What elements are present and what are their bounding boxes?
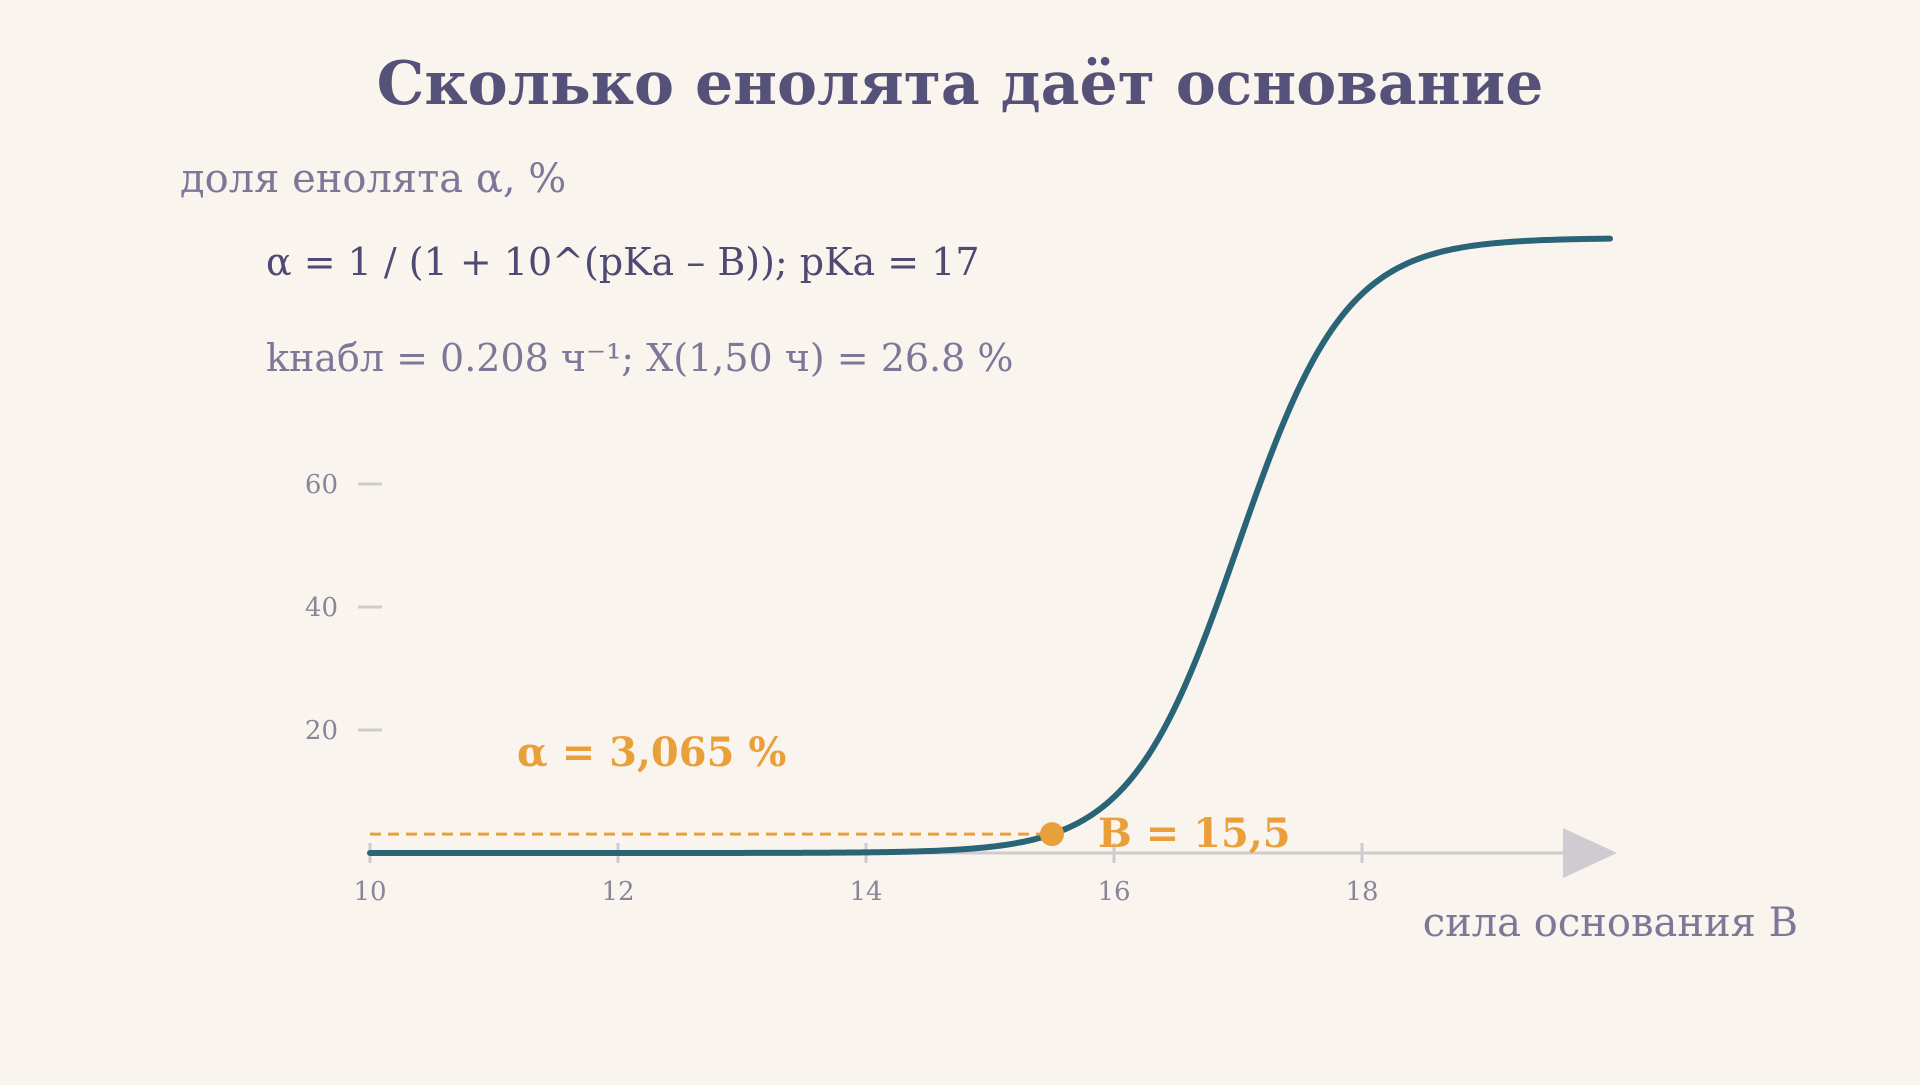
- axes: [368, 300, 1617, 878]
- x-axis-label: сила основания B: [1423, 900, 1798, 946]
- x-tick-label: 16: [1097, 877, 1130, 907]
- y-tick-label: 40: [305, 593, 338, 623]
- sigmoid-curve: [367, 235, 1613, 856]
- y-tick-label: 60: [305, 470, 338, 500]
- x-tick-label: 18: [1345, 877, 1378, 907]
- y-tick-label: 20: [305, 716, 338, 746]
- x-tick-label: 10: [353, 877, 386, 907]
- x-axis-arrow: [1563, 828, 1617, 878]
- chart-title: Сколько енолята даёт основание: [377, 49, 1544, 119]
- y-axis-label: доля енолята α, %: [180, 156, 566, 202]
- highlight-point: [1040, 822, 1064, 847]
- formula-line-1: α = 1 / (1 + 10^(pKa – B)); pKa = 17: [266, 240, 980, 284]
- x-tick-label: 12: [601, 877, 634, 907]
- ticks: 10 12 14 16 18 20 40 60: [305, 470, 1379, 907]
- annotation-alpha-value: α = 3,065 %: [517, 729, 786, 776]
- formula-line-2: kнабл = 0.208 ч⁻¹; X(1,50 ч) = 26.8 %: [266, 336, 1014, 380]
- annotation-b-value: B = 15,5: [1098, 810, 1291, 857]
- x-tick-label: 14: [849, 877, 882, 907]
